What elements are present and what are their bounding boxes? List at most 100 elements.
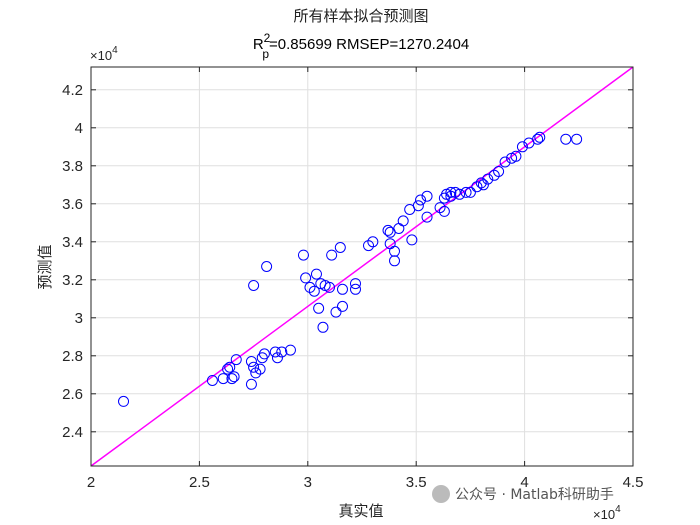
- data-point: [261, 261, 273, 272]
- data-point: [382, 224, 394, 236]
- data-point: [560, 133, 572, 145]
- fit-line-layer: [90, 66, 634, 467]
- data-point: [248, 280, 260, 291]
- data-point: [367, 236, 379, 248]
- y-exponent-power: 4: [112, 45, 118, 56]
- x-tick-label: 3: [304, 474, 312, 491]
- data-point: [363, 240, 375, 252]
- y-tick-label: 3.4: [62, 234, 83, 251]
- data-point: [256, 352, 268, 364]
- data-point: [412, 200, 424, 212]
- data-point: [217, 373, 229, 385]
- data-point: [349, 278, 361, 290]
- data-point: [571, 133, 583, 145]
- data-point: [532, 133, 544, 145]
- data-point: [475, 177, 487, 189]
- data-point: [438, 205, 450, 217]
- watermark: 公众号 · Matlab科研助手: [432, 485, 614, 503]
- y-axis-label: 预测值: [36, 244, 54, 289]
- data-point: [445, 186, 457, 198]
- x-tick-label: 2.5: [189, 474, 210, 491]
- data-point: [397, 215, 409, 227]
- y-axis-ticks: 2.4 2.6 2.8 3 3.2 3.4 3.6 3.8 4 4.2: [62, 82, 633, 441]
- data-point: [269, 346, 281, 358]
- data-point: [510, 150, 522, 162]
- data-point: [245, 378, 257, 390]
- fit-line: [90, 66, 634, 467]
- x-tick-label: 2: [87, 474, 95, 491]
- data-point: [317, 321, 329, 333]
- data-point: [389, 255, 401, 267]
- data-point: [499, 156, 511, 168]
- data-point: [464, 186, 476, 198]
- data-point: [438, 192, 450, 204]
- y-exponent-base: ×10: [90, 48, 112, 63]
- data-point: [230, 354, 242, 366]
- x-axis-ticks: 2 2.5 3 3.5 4 4.5: [87, 67, 644, 491]
- y-tick-label: 2.4: [62, 424, 83, 441]
- data-point: [308, 285, 320, 297]
- data-point: [415, 194, 427, 206]
- data-point: [254, 363, 266, 375]
- y-tick-label: 3.6: [62, 196, 83, 213]
- data-point: [326, 249, 338, 261]
- wechat-icon: [432, 485, 450, 503]
- data-point: [224, 361, 236, 373]
- data-point: [421, 211, 433, 223]
- data-points: [118, 131, 583, 407]
- x-tick-label: 4.5: [623, 474, 644, 491]
- axes-box: [90, 66, 634, 467]
- chart-title-line2: R2 p=0.85699 RMSEP=1270.2404: [253, 31, 469, 61]
- data-point: [421, 190, 433, 202]
- data-point: [248, 361, 260, 373]
- data-point: [534, 131, 546, 143]
- data-point: [300, 272, 312, 284]
- data-point: [334, 242, 346, 253]
- data-point: [434, 202, 446, 214]
- y-tick-label: 3: [75, 310, 83, 327]
- data-point: [488, 169, 500, 181]
- data-point: [454, 188, 466, 200]
- r-squared-superscript: 2: [264, 31, 271, 45]
- data-point: [313, 302, 325, 314]
- data-point: [482, 173, 494, 185]
- data-point: [284, 344, 296, 356]
- data-point: [250, 367, 262, 379]
- data-point: [460, 186, 472, 198]
- data-point: [330, 306, 342, 318]
- data-point: [516, 141, 528, 153]
- r-squared-symbol: R: [253, 36, 264, 53]
- data-point: [222, 363, 234, 375]
- data-point: [389, 245, 401, 257]
- x-tick-label: 3.5: [406, 474, 427, 491]
- data-point: [228, 371, 240, 383]
- data-point: [310, 268, 322, 280]
- data-point: [245, 356, 257, 367]
- y-exponent-label: ×104: [90, 45, 118, 63]
- watermark-text: 公众号 · Matlab科研助手: [455, 487, 614, 503]
- x-exponent-label: ×104: [593, 504, 621, 522]
- r-squared-subscript: p: [262, 47, 269, 61]
- x-tick-label: 4: [520, 474, 528, 491]
- data-point: [226, 373, 238, 385]
- data-point: [393, 223, 405, 234]
- data-point: [297, 249, 309, 261]
- data-point: [349, 283, 361, 295]
- data-point: [304, 281, 316, 293]
- y-tick-label: 4: [75, 120, 83, 137]
- data-point: [118, 395, 130, 407]
- data-point: [206, 375, 218, 386]
- data-point: [493, 166, 505, 177]
- data-point: [336, 283, 348, 295]
- grid-lines: [90, 67, 634, 466]
- y-tick-label: 3.8: [62, 158, 83, 175]
- y-tick-label: 2.8: [62, 348, 83, 365]
- data-point: [336, 300, 348, 312]
- chart-title-line1: 所有样本拟合预测图: [293, 7, 428, 25]
- data-point: [477, 179, 489, 191]
- data-point: [276, 346, 288, 358]
- y-tick-label: 2.6: [62, 386, 83, 403]
- y-tick-label: 3.2: [62, 272, 83, 289]
- data-point: [406, 234, 418, 246]
